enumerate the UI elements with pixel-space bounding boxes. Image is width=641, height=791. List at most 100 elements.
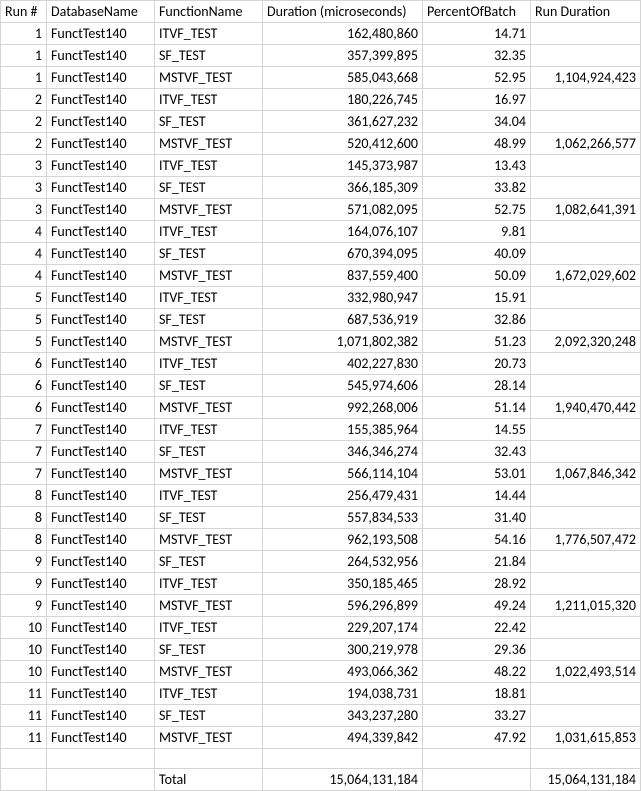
cell: 1,082,641,391	[531, 199, 641, 221]
cell: 571,082,095	[263, 199, 423, 221]
cell	[531, 485, 641, 507]
cell	[1, 769, 47, 791]
cell: 1,672,029,602	[531, 265, 641, 287]
cell: 11	[1, 727, 47, 749]
cell: SF_TEST	[155, 177, 263, 199]
cell: FunctTest140	[47, 485, 155, 507]
table-row: 4FunctTest140ITVF_TEST164,076,1079.81	[1, 221, 641, 243]
cell	[531, 287, 641, 309]
cell: 7	[1, 419, 47, 441]
cell: 49.24	[423, 595, 531, 617]
cell: 32.35	[423, 45, 531, 67]
cell: 52.75	[423, 199, 531, 221]
cell	[531, 243, 641, 265]
cell: ITVF_TEST	[155, 419, 263, 441]
cell: 7	[1, 441, 47, 463]
cell	[155, 749, 263, 769]
cell	[531, 221, 641, 243]
cell	[531, 45, 641, 67]
cell	[263, 749, 423, 769]
cell: FunctTest140	[47, 463, 155, 485]
cell: 15,064,131,184	[531, 769, 641, 791]
cell: 1,071,802,382	[263, 331, 423, 353]
cell: 162,480,860	[263, 23, 423, 45]
cell: 8	[1, 485, 47, 507]
cell: 357,399,895	[263, 45, 423, 67]
cell: 9.81	[423, 221, 531, 243]
cell	[531, 573, 641, 595]
cell: FunctTest140	[47, 89, 155, 111]
cell: MSTVF_TEST	[155, 331, 263, 353]
cell	[531, 749, 641, 769]
cell: SF_TEST	[155, 441, 263, 463]
cell: FunctTest140	[47, 67, 155, 89]
cell: 2	[1, 89, 47, 111]
cell: SF_TEST	[155, 309, 263, 331]
cell: FunctTest140	[47, 419, 155, 441]
cell: ITVF_TEST	[155, 485, 263, 507]
cell: 53.01	[423, 463, 531, 485]
cell: ITVF_TEST	[155, 155, 263, 177]
cell: 1	[1, 67, 47, 89]
cell: 350,185,465	[263, 573, 423, 595]
cell: 1,104,924,423	[531, 67, 641, 89]
cell: 2	[1, 111, 47, 133]
col-header-run-duration: Run Duration	[531, 1, 641, 23]
cell: FunctTest140	[47, 441, 155, 463]
cell: 54.16	[423, 529, 531, 551]
cell: 33.27	[423, 705, 531, 727]
table-row: 6FunctTest140ITVF_TEST402,227,83020.73	[1, 353, 641, 375]
table-row: 3FunctTest140SF_TEST366,185,30933.82	[1, 177, 641, 199]
table-row: 4FunctTest140MSTVF_TEST837,559,40050.091…	[1, 265, 641, 287]
cell: FunctTest140	[47, 683, 155, 705]
table-row: 5FunctTest140ITVF_TEST332,980,94715.91	[1, 287, 641, 309]
cell	[531, 441, 641, 463]
cell: 11	[1, 705, 47, 727]
cell: 6	[1, 375, 47, 397]
cell: MSTVF_TEST	[155, 463, 263, 485]
cell: 22.42	[423, 617, 531, 639]
table-row: 7FunctTest140ITVF_TEST155,385,96414.55	[1, 419, 641, 441]
table-row: 7FunctTest140SF_TEST346,346,27432.43	[1, 441, 641, 463]
cell	[531, 375, 641, 397]
cell: 992,268,006	[263, 397, 423, 419]
cell: 837,559,400	[263, 265, 423, 287]
cell: 145,373,987	[263, 155, 423, 177]
cell: 366,185,309	[263, 177, 423, 199]
table-row: 1FunctTest140MSTVF_TEST585,043,66852.951…	[1, 67, 641, 89]
cell: FunctTest140	[47, 45, 155, 67]
cell: FunctTest140	[47, 727, 155, 749]
cell: 1	[1, 45, 47, 67]
cell: 4	[1, 221, 47, 243]
cell: 9	[1, 595, 47, 617]
table-row: 8FunctTest140MSTVF_TEST962,193,50854.161…	[1, 529, 641, 551]
cell	[531, 617, 641, 639]
data-table: Run # DatabaseName FunctionName Duration…	[0, 0, 641, 791]
cell: 4	[1, 243, 47, 265]
cell: 13.43	[423, 155, 531, 177]
cell: 5	[1, 309, 47, 331]
cell: 164,076,107	[263, 221, 423, 243]
cell: 494,339,842	[263, 727, 423, 749]
cell: FunctTest140	[47, 111, 155, 133]
cell: 32.86	[423, 309, 531, 331]
cell: FunctTest140	[47, 309, 155, 331]
cell: Total	[155, 769, 263, 791]
cell	[531, 155, 641, 177]
cell: 3	[1, 199, 47, 221]
cell: 51.14	[423, 397, 531, 419]
cell: FunctTest140	[47, 705, 155, 727]
cell: 48.22	[423, 661, 531, 683]
cell: 343,237,280	[263, 705, 423, 727]
col-header-duration: Duration (microseconds)	[263, 1, 423, 23]
cell	[531, 683, 641, 705]
cell: ITVF_TEST	[155, 23, 263, 45]
cell: FunctTest140	[47, 639, 155, 661]
cell: 31.40	[423, 507, 531, 529]
cell: 34.04	[423, 111, 531, 133]
cell: FunctTest140	[47, 353, 155, 375]
cell: FunctTest140	[47, 177, 155, 199]
cell: 5	[1, 287, 47, 309]
cell: 14.44	[423, 485, 531, 507]
cell: 33.82	[423, 177, 531, 199]
